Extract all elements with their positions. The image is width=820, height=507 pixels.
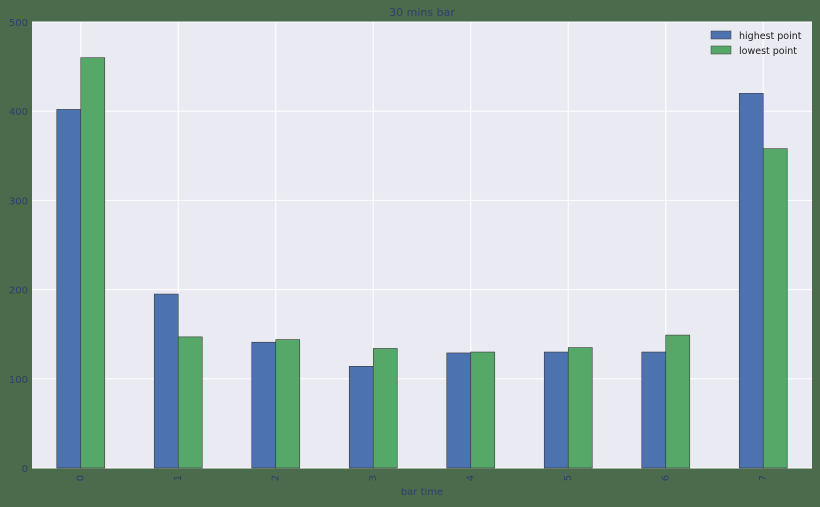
bar-lowest-point-5: [567, 347, 593, 469]
x-axis-label: bar time: [401, 487, 443, 498]
y-tick-label: 100: [9, 375, 28, 386]
legend-swatch-lowest-point: [710, 45, 732, 55]
bar-lowest-point-6: [665, 334, 691, 469]
bar-lowest-point-1: [177, 336, 203, 469]
bars: [56, 57, 788, 469]
bar-highest-point-0: [56, 109, 82, 469]
legend-label: lowest point: [739, 46, 797, 57]
legend-swatch-highest-point: [710, 30, 732, 40]
y-tick-label: 200: [9, 286, 28, 297]
y-tick-label: 500: [9, 18, 28, 29]
x-tick-label: 7: [758, 475, 769, 481]
x-tick-label: 4: [465, 475, 476, 481]
legend: highest point lowest point: [710, 30, 802, 57]
y-tick-label: 400: [9, 107, 28, 118]
x-tick-label: 1: [173, 475, 184, 481]
chart-title: 30 mins bar: [389, 6, 455, 19]
bar-highest-point-2: [251, 341, 277, 469]
bar-lowest-point-2: [275, 339, 301, 469]
bar-highest-point-1: [153, 293, 179, 469]
bar-lowest-point-0: [80, 57, 106, 469]
x-tick-labels: 0 1 2 3 4 5 6 7: [75, 475, 769, 481]
y-tick-labels: 0 100 200 300 400 500: [9, 18, 28, 475]
legend-label: highest point: [739, 31, 802, 42]
bar-highest-point-6: [641, 351, 667, 469]
plot-area: [32, 22, 812, 468]
bar-lowest-point-3: [372, 348, 398, 469]
x-tick-label: 2: [270, 475, 281, 481]
bar-highest-point-5: [543, 351, 569, 469]
x-tick-label: 6: [660, 475, 671, 481]
bar-highest-point-4: [446, 352, 472, 469]
x-tick-label: 3: [368, 475, 379, 481]
y-tick-label: 0: [22, 464, 28, 475]
x-tick-label: 0: [75, 475, 86, 481]
y-tick-label: 300: [9, 196, 28, 207]
bar-lowest-point-7: [762, 148, 788, 469]
bar-highest-point-3: [348, 366, 374, 469]
bar-highest-point-7: [738, 93, 764, 469]
bar-lowest-point-4: [470, 351, 496, 469]
x-tick-label: 5: [563, 475, 574, 481]
